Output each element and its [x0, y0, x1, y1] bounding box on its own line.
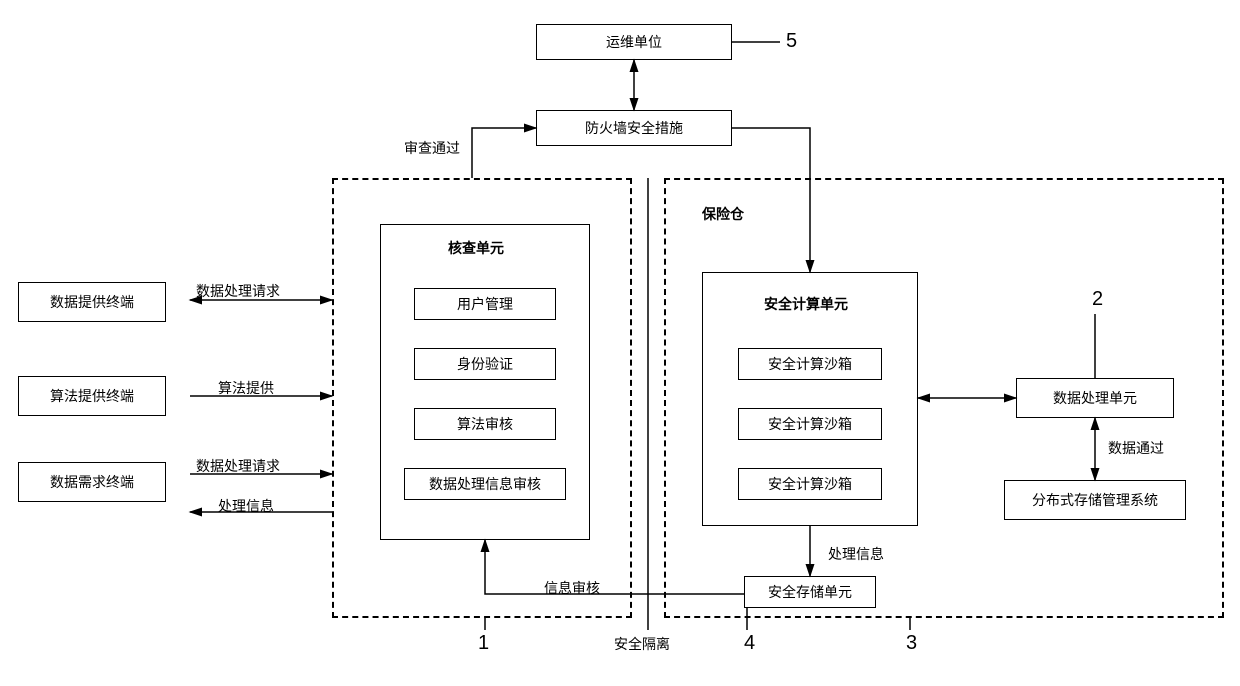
node-label: 数据提供终端: [50, 292, 134, 312]
callout-1: 1: [478, 632, 489, 655]
callout-2: 2: [1092, 288, 1103, 311]
label-proc-info2: 处理信息: [828, 544, 884, 564]
callout-5: 5: [786, 30, 797, 53]
label-algo-supply: 算法提供: [218, 378, 274, 398]
verify-unit-title: 核查单元: [448, 238, 504, 258]
node-firewall: 防火墙安全措施: [536, 110, 732, 146]
node-dist-store: 分布式存储管理系统: [1004, 480, 1186, 520]
label-isolation: 安全隔离: [614, 634, 670, 654]
label-approve: 审查通过: [404, 138, 460, 158]
label-insurance: 保险仓: [702, 204, 744, 224]
callout-4: 4: [744, 632, 755, 655]
node-label: 数据处理信息审核: [429, 474, 541, 494]
node-ops-unit: 运维单位: [536, 24, 732, 60]
node-vu-auth: 身份验证: [414, 348, 556, 380]
node-sc-box2: 安全计算沙箱: [738, 408, 882, 440]
node-label: 用户管理: [457, 294, 513, 314]
node-vu-info: 数据处理信息审核: [404, 468, 566, 500]
node-data-proc: 数据处理单元: [1016, 378, 1174, 418]
node-data-consumer: 数据需求终端: [18, 462, 166, 502]
node-label: 数据需求终端: [50, 472, 134, 492]
node-label: 身份验证: [457, 354, 513, 374]
label-req2: 数据处理请求: [196, 456, 280, 476]
node-sc-box3: 安全计算沙箱: [738, 468, 882, 500]
node-vu-user: 用户管理: [414, 288, 556, 320]
node-label: 安全计算沙箱: [768, 474, 852, 494]
node-label: 安全计算沙箱: [768, 414, 852, 434]
node-label: 防火墙安全措施: [585, 118, 683, 138]
label-req1: 数据处理请求: [196, 281, 280, 301]
node-data-provider: 数据提供终端: [18, 282, 166, 322]
label-info-review: 信息审核: [544, 578, 600, 598]
callout-3: 3: [906, 632, 917, 655]
node-vu-algo: 算法审核: [414, 408, 556, 440]
node-algo-provider: 算法提供终端: [18, 376, 166, 416]
sec-compute-title: 安全计算单元: [764, 294, 848, 314]
node-label: 算法审核: [457, 414, 513, 434]
node-label: 分布式存储管理系统: [1032, 490, 1158, 510]
node-label: 安全计算沙箱: [768, 354, 852, 374]
node-sc-box1: 安全计算沙箱: [738, 348, 882, 380]
label-proc-info: 处理信息: [218, 496, 274, 516]
node-label: 算法提供终端: [50, 386, 134, 406]
node-label: 数据处理单元: [1053, 388, 1137, 408]
node-sec-store: 安全存储单元: [744, 576, 876, 608]
node-label: 安全存储单元: [768, 582, 852, 602]
node-label: 运维单位: [606, 32, 662, 52]
label-data-pass: 数据通过: [1108, 438, 1164, 458]
